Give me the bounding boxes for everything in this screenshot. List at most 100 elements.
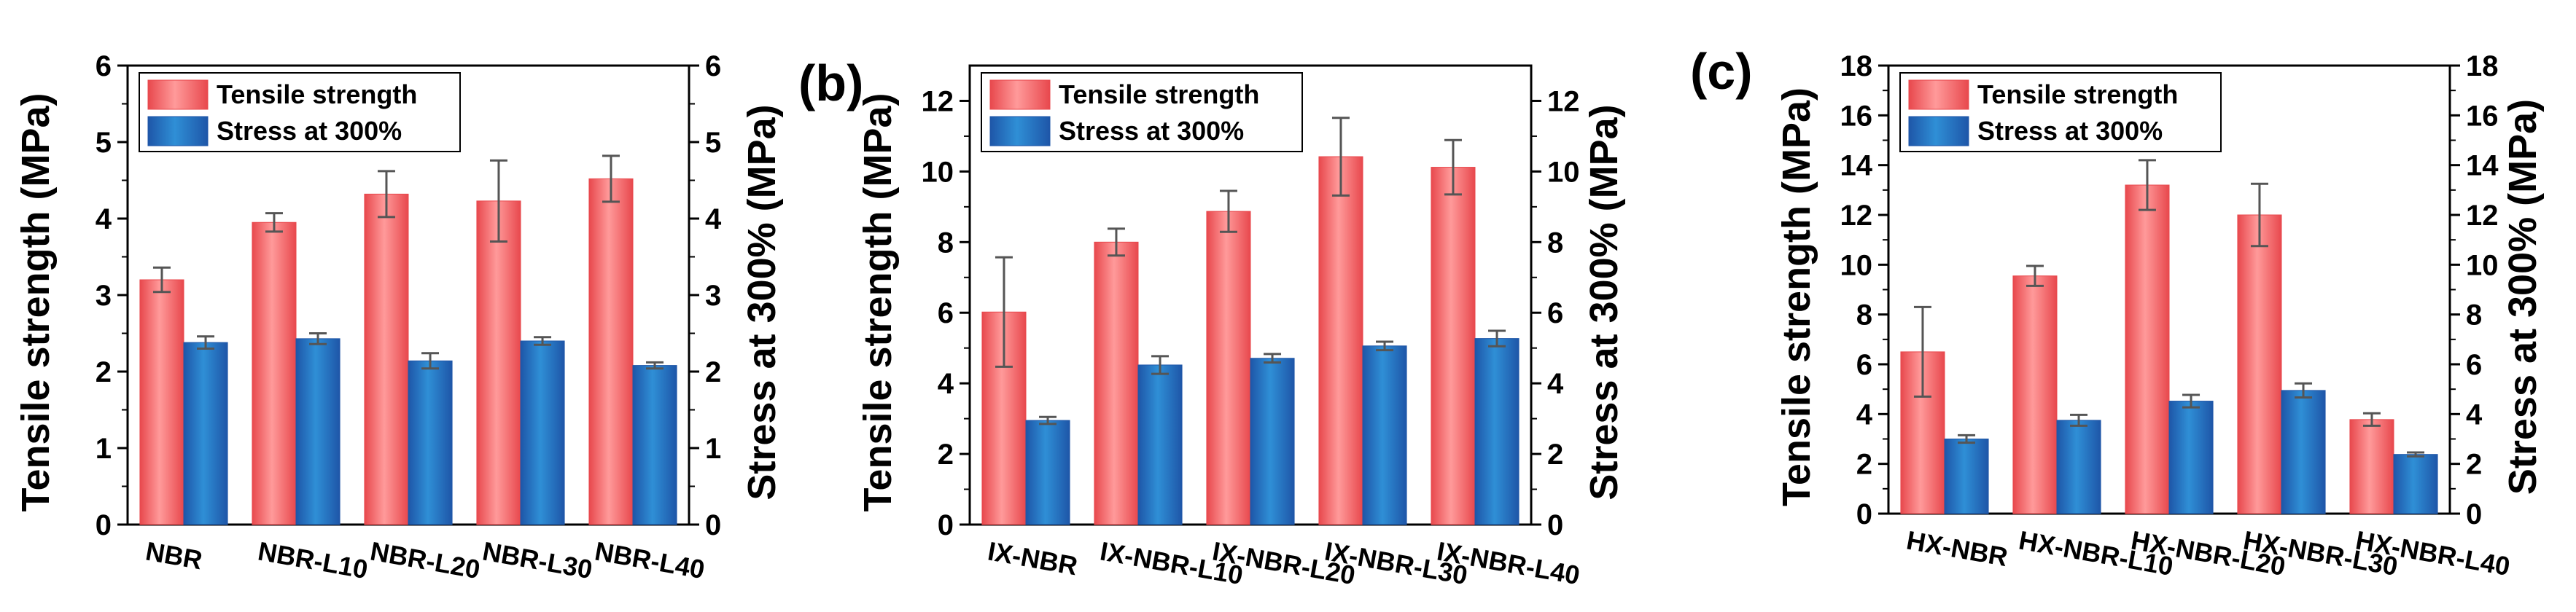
left-tick-label: 12 bbox=[922, 85, 954, 117]
right-tick-label: 10 bbox=[2466, 249, 2499, 281]
left-tick-label: 2 bbox=[938, 439, 954, 471]
tensile-strength-bar bbox=[252, 221, 297, 525]
right-tick-label: 4 bbox=[2466, 399, 2483, 431]
legend-swatch-stress bbox=[989, 116, 1051, 146]
left-tick-label: 4 bbox=[96, 203, 112, 235]
left-tick-label: 2 bbox=[1856, 449, 1872, 481]
stress-300-bar bbox=[2281, 390, 2326, 514]
left-tick-label: 10 bbox=[922, 156, 954, 188]
tensile-strength-bar bbox=[364, 193, 409, 525]
stress-300-bar bbox=[408, 360, 453, 525]
category-label: HX-NBR bbox=[1904, 525, 2010, 573]
legend-label: Stress at 300% bbox=[1059, 116, 1244, 146]
tensile-strength-bar bbox=[1431, 167, 1476, 525]
left-tick-label: 4 bbox=[938, 368, 954, 400]
stress-300-bar bbox=[1944, 439, 1989, 514]
category-label: NBR-L30 bbox=[480, 536, 595, 585]
right-tick-label: 8 bbox=[1547, 227, 1563, 259]
legend-label: Tensile strength bbox=[217, 79, 417, 109]
left-tick-label: 6 bbox=[1856, 349, 1872, 381]
legend-swatch-tensile bbox=[1908, 79, 1969, 110]
right-tick-label: 2 bbox=[2466, 449, 2482, 481]
tensile-strength-bar bbox=[1318, 156, 1363, 525]
right-tick-label: 12 bbox=[1547, 85, 1580, 117]
right-tick-label: 18 bbox=[2466, 50, 2499, 82]
stress-300-bar bbox=[632, 365, 677, 525]
right-tick-label: 0 bbox=[705, 509, 721, 541]
right-tick-label: 2 bbox=[705, 356, 721, 388]
stress-300-bar bbox=[2056, 420, 2101, 514]
tensile-strength-bar bbox=[2125, 184, 2170, 514]
tensile-strength-bar bbox=[2012, 275, 2058, 514]
right-tick-label: 6 bbox=[705, 50, 721, 82]
tensile-strength-bar bbox=[2237, 214, 2282, 514]
stress-300-bar bbox=[2393, 454, 2438, 514]
right-tick-label: 4 bbox=[705, 203, 722, 235]
category-label: NBR bbox=[144, 536, 205, 576]
right-tick-label: 14 bbox=[2466, 150, 2499, 182]
left-tick-label: 0 bbox=[96, 509, 112, 541]
right-tick-label: 8 bbox=[2466, 299, 2482, 332]
panel-label: (b) bbox=[798, 55, 863, 111]
stress-300-bar bbox=[1250, 358, 1295, 525]
left-tick-label: 16 bbox=[1840, 100, 1873, 132]
legend-label: Tensile strength bbox=[1059, 79, 1259, 109]
left-tick-label: 0 bbox=[938, 509, 954, 541]
left-tick-label: 6 bbox=[96, 50, 112, 82]
right-tick-label: 6 bbox=[1547, 297, 1563, 329]
left-tick-label: 6 bbox=[938, 297, 954, 329]
left-tick-label: 4 bbox=[1856, 399, 1873, 431]
legend-swatch-tensile bbox=[989, 79, 1051, 110]
tensile-strength-bar bbox=[476, 200, 521, 525]
stress-300-bar bbox=[1474, 338, 1519, 525]
legend-swatch-tensile bbox=[147, 79, 209, 110]
legend: Tensile strength Stress at 300% bbox=[981, 72, 1303, 152]
tensile-strength-bar bbox=[588, 178, 634, 525]
tensile-strength-bar bbox=[2349, 419, 2394, 514]
y-axis-title: Tensile strength (MPa) bbox=[1775, 87, 1818, 506]
left-tick-label: 3 bbox=[96, 280, 112, 312]
tensile-strength-bar bbox=[1094, 241, 1139, 525]
right-tick-label: 12 bbox=[2466, 200, 2499, 232]
legend-swatch-stress bbox=[1908, 116, 1969, 146]
left-tick-label: 8 bbox=[938, 227, 954, 259]
y-axis-title: Tensile strength (MPa) bbox=[856, 93, 900, 511]
panel-label: (c) bbox=[1690, 43, 1753, 100]
left-tick-label: 14 bbox=[1840, 150, 1873, 182]
right-tick-label: 6 bbox=[2466, 349, 2482, 381]
right-tick-label: 16 bbox=[2466, 100, 2499, 132]
category-label: IX-NBR bbox=[986, 536, 1080, 581]
legend-label: Stress at 300% bbox=[1977, 116, 2163, 146]
y2-axis-title: Stress at 300% (MPa) bbox=[740, 104, 784, 500]
stress-300-bar bbox=[1137, 364, 1183, 525]
right-tick-label: 3 bbox=[705, 280, 721, 312]
left-tick-label: 8 bbox=[1856, 299, 1872, 332]
right-tick-label: 1 bbox=[705, 433, 721, 465]
left-tick-label: 10 bbox=[1840, 249, 1873, 281]
stress-300-bar bbox=[183, 342, 228, 525]
left-tick-label: 1 bbox=[96, 433, 112, 465]
stress-300-bar bbox=[2168, 401, 2214, 514]
right-tick-label: 10 bbox=[1547, 156, 1580, 188]
legend-swatch-stress bbox=[147, 116, 209, 146]
right-tick-label: 5 bbox=[705, 127, 721, 159]
left-tick-label: 5 bbox=[96, 127, 112, 159]
legend: Tensile strength Stress at 300% bbox=[1899, 72, 2222, 152]
legend-label: Tensile strength bbox=[1977, 79, 2178, 109]
right-tick-label: 0 bbox=[2466, 498, 2482, 530]
y2-axis-title: Stress at 300% (MPa) bbox=[2501, 99, 2545, 495]
left-tick-label: 12 bbox=[1840, 200, 1873, 232]
stress-300-bar bbox=[1362, 345, 1407, 525]
legend-label: Stress at 300% bbox=[217, 116, 402, 146]
tensile-strength-bar bbox=[139, 279, 184, 525]
stress-300-bar bbox=[295, 338, 341, 525]
tensile-strength-bar bbox=[1206, 211, 1251, 525]
right-tick-label: 0 bbox=[1547, 509, 1563, 541]
category-label: NBR-L20 bbox=[368, 536, 483, 585]
stress-300-bar bbox=[520, 340, 565, 525]
chart-panel-1: 0 0 1 1 2 2 3 3 4 4 5 5 6 6 NBR NBR-L10NBR-L20NBR-L30NB… bbox=[14, 50, 784, 584]
left-tick-label: 18 bbox=[1840, 50, 1873, 82]
stress-300-bar bbox=[1025, 420, 1070, 525]
